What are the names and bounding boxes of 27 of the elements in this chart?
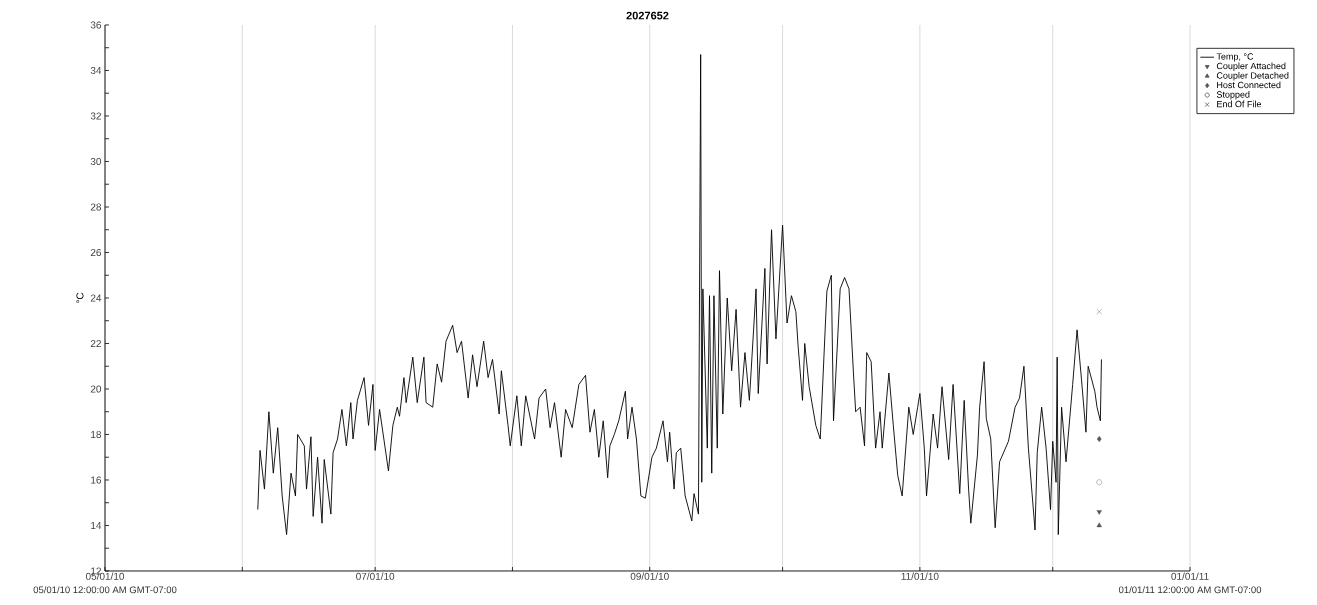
y-tick-label: 30 [90,157,102,166]
line-series [257,54,1102,536]
legend-label: Temp, °C [1216,53,1254,62]
y-tick-label: 26 [90,248,102,257]
x-tick-label: 01/01/11 [1171,572,1209,580]
y-tick-label: 32 [90,112,101,120]
x-tick-label: 11/01/10 [901,572,939,580]
legend-label: Host Connected [1217,81,1281,89]
text: 05/01/10 12:00:00 AM GMT-07:00 [33,586,177,594]
y-tick-label: 36 [90,21,102,29]
y-tick-label: 24 [90,294,102,302]
x-tick-label: 07/01/10 [356,572,395,580]
y-tick-label: 34 [90,66,102,75]
text: 01/01/11 12:00:00 AM GMT-07:00 [1118,586,1262,594]
legend-label: Coupler Detached [1216,72,1289,81]
chart-title: 2027652 [626,11,669,20]
legend-label: End Of File [1217,100,1262,108]
legend-label: Coupler Attached [1216,62,1286,71]
y-tick-label: 16 [91,476,102,484]
y-tick-label: 28 [90,203,102,211]
legend-label: Stopped [1216,91,1250,100]
y-axis-title: °C [76,292,84,303]
y-tick-label: 20 [90,385,102,393]
y-tick-label: 14 [91,522,102,529]
y-tick-label: 22 [90,339,101,347]
y-tick-label: 18 [91,430,102,439]
x-tick-label: 09/01/10 [630,572,669,580]
